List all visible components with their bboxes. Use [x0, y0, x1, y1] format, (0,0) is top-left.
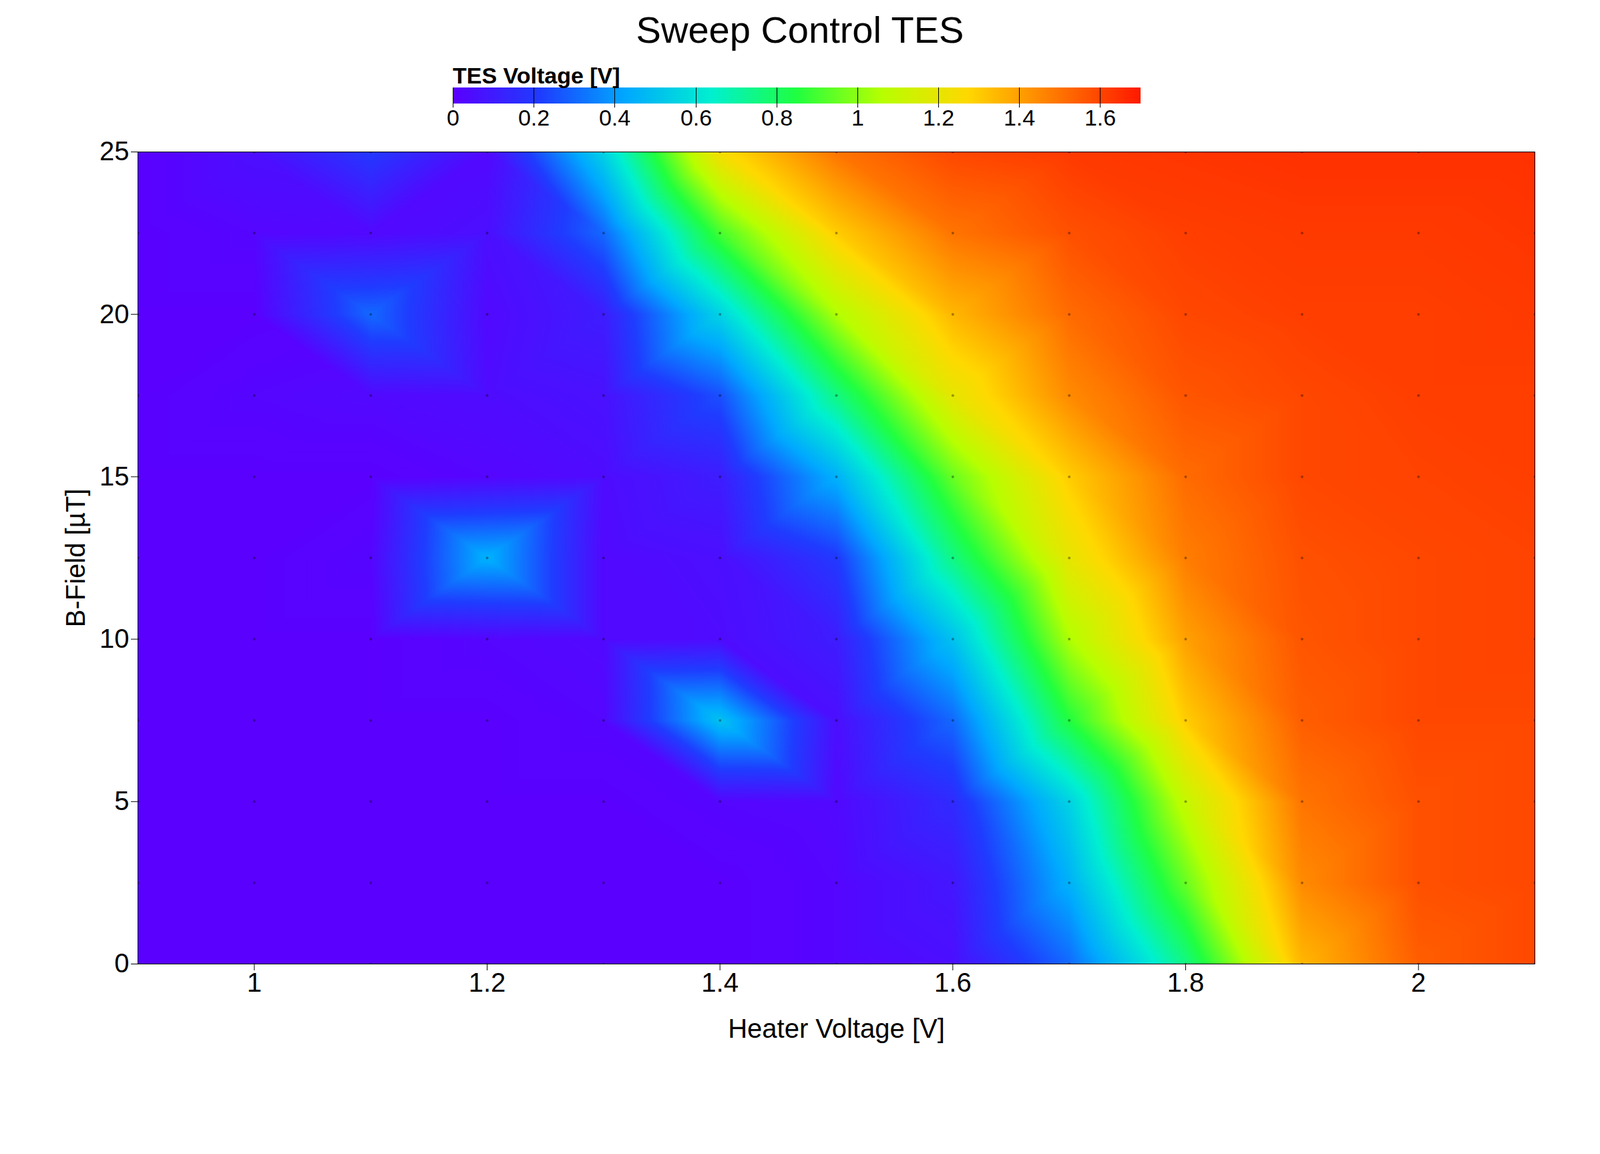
svg-text:1.6: 1.6 [934, 967, 972, 997]
svg-text:0: 0 [114, 948, 129, 978]
svg-text:20: 20 [99, 299, 130, 329]
html-text:Sweep Control TES: Sweep Control TES [636, 8, 964, 51]
svg-text:0: 0 [446, 104, 460, 131]
svg-text:0.8: 0.8 [761, 104, 793, 131]
svg-text:1: 1 [247, 967, 262, 997]
svg-text:1.8: 1.8 [1167, 967, 1205, 997]
svg-text:0.4: 0.4 [598, 104, 631, 131]
svg-text:1.2: 1.2 [468, 967, 507, 997]
svg-text:1.4: 1.4 [1003, 104, 1036, 131]
svg-text:5: 5 [114, 785, 129, 816]
svg-text:1.4: 1.4 [701, 967, 739, 997]
svg-text:10: 10 [99, 623, 130, 654]
svg-text:0.2: 0.2 [518, 104, 550, 131]
svg-text:2: 2 [1411, 967, 1426, 997]
svg-text:1: 1 [851, 104, 865, 131]
svg-text:TES Voltage [V]: TES Voltage [V] [452, 62, 621, 89]
svg-text:15: 15 [99, 461, 130, 491]
svg-text:25: 25 [99, 136, 130, 166]
svg-text:1.2: 1.2 [922, 104, 955, 131]
svg-text:B-Field [µT]: B-Field [µT] [60, 488, 91, 628]
svg-text:1.6: 1.6 [1084, 104, 1116, 131]
svg-text:0.6: 0.6 [680, 104, 712, 131]
svg-text:Heater Voltage [V]: Heater Voltage [V] [727, 1013, 945, 1044]
